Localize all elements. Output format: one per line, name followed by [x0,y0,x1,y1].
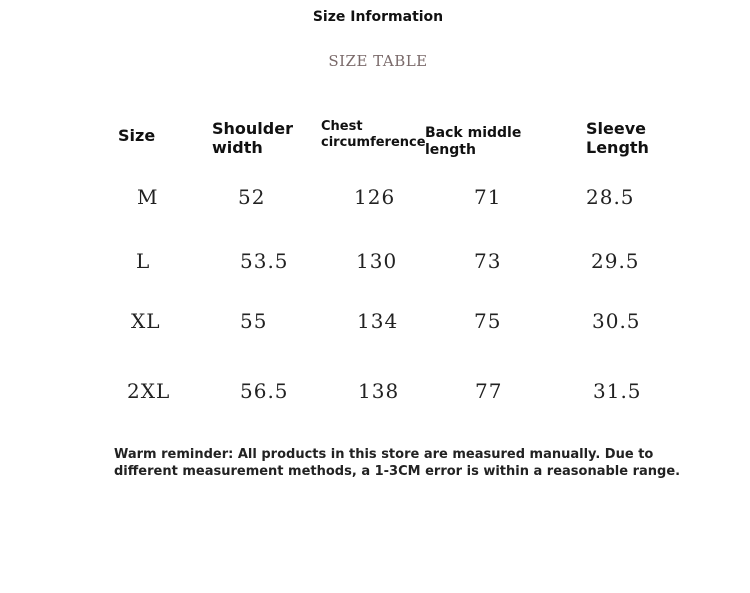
table-cell: 28.5 [586,185,635,209]
subtitle: SIZE TABLE [328,52,428,70]
table-cell: 126 [354,185,396,209]
table-cell: 130 [356,249,398,273]
table-cell: 77 [475,379,503,403]
table-cell: 29.5 [591,249,640,273]
column-header: Shoulder width [212,119,293,157]
table-cell: 71 [474,185,502,209]
size-label: L [136,249,151,273]
table-cell: 56.5 [240,379,289,403]
table-cell: 75 [474,309,502,333]
table-cell: 134 [357,309,399,333]
size-label: M [137,185,159,209]
title: Size Information [312,9,444,25]
column-header: Size [118,126,156,145]
table-cell: 52 [238,185,266,209]
table-cell: 138 [358,379,400,403]
table-cell: 73 [474,249,502,273]
note: Warm reminder: All products in this stor… [114,447,681,479]
size-label: XL [131,309,161,333]
column-header: Back middle length [425,125,522,158]
column-header: Chest circumference [321,119,426,150]
table-cell: 53.5 [240,249,289,273]
column-header: Sleeve Length [586,119,649,157]
table-cell: 55 [240,309,268,333]
size-label: 2XL [127,379,171,403]
table-cell: 31.5 [593,379,642,403]
table-cell: 30.5 [592,309,641,333]
